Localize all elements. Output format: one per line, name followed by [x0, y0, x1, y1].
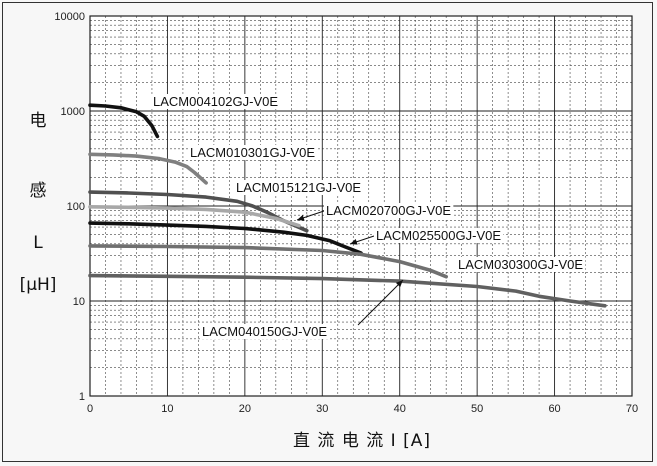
x-axis-title: 直 流 电 流 I [A]	[293, 431, 431, 451]
series-lines	[88, 103, 607, 308]
arrowhead	[297, 214, 305, 221]
curve-label: LACM020700GJ-V0E	[326, 203, 451, 218]
y-label-char-3: L	[33, 233, 43, 253]
series-line-LACM010301GJ-V0E	[88, 152, 208, 185]
curve-label: LACM010301GJ-V0E	[190, 145, 315, 160]
x-tick-label: 0	[87, 403, 93, 415]
series-line-LACM020700GJ-V0E	[88, 205, 301, 228]
curve-label-bg	[324, 203, 454, 218]
y-tick-label: 100	[67, 201, 85, 213]
x-tick-labels: 0 10 20 30 40 50 60 70	[87, 403, 638, 415]
curve-label-bg	[374, 228, 504, 243]
curve-labels: LACM004102GJ-V0E LACM010301GJ-V0E LACM0151…	[151, 94, 586, 339]
curve-label: LACM030300GJ-V0E	[458, 257, 583, 272]
y-tick-labels: 1 10 100 1000 10000	[54, 11, 85, 403]
curve-label: LACM040150GJ-V0E	[202, 324, 327, 339]
series-line-LACM004102GJ-V0E	[88, 103, 160, 139]
curve-label: LACM025500GJ-V0E	[376, 228, 501, 243]
y-tick-label: 10	[73, 296, 85, 308]
y-tick-label: 1000	[61, 106, 85, 118]
y-label-char-4: [μH]	[20, 275, 57, 295]
x-tick-label: 60	[548, 403, 560, 415]
series-line-LACM040150GJ-V0E	[88, 273, 607, 308]
x-tick-label: 20	[239, 403, 251, 415]
series-line-LACM030300GJ-V0E	[88, 244, 449, 279]
y-label-char-2: 感	[30, 181, 47, 201]
curve-label: LACM004102GJ-V0E	[153, 94, 278, 109]
curve-label-bg	[188, 145, 318, 160]
arrowhead	[350, 238, 358, 245]
x-tick-label: 30	[316, 403, 328, 415]
x-tick-label: 10	[161, 403, 173, 415]
x-tick-label: 50	[471, 403, 483, 415]
curve-label-bg	[456, 257, 586, 272]
x-tick-label: 40	[394, 403, 406, 415]
arrowhead	[395, 280, 403, 288]
y-tick-label: 10000	[54, 11, 85, 23]
series-line-LACM025500GJ-V0E	[88, 221, 363, 255]
curve-label-bg	[200, 324, 330, 339]
y-label-char-1: 电	[30, 111, 47, 131]
curve-label: LACM015121GJ-V0E	[236, 180, 361, 195]
curve-label-bg	[151, 94, 281, 109]
y-tick-label: 1	[79, 391, 85, 403]
curve-label-bg	[234, 180, 364, 195]
leader-line	[357, 279, 404, 326]
x-tick-label: 70	[626, 403, 638, 415]
